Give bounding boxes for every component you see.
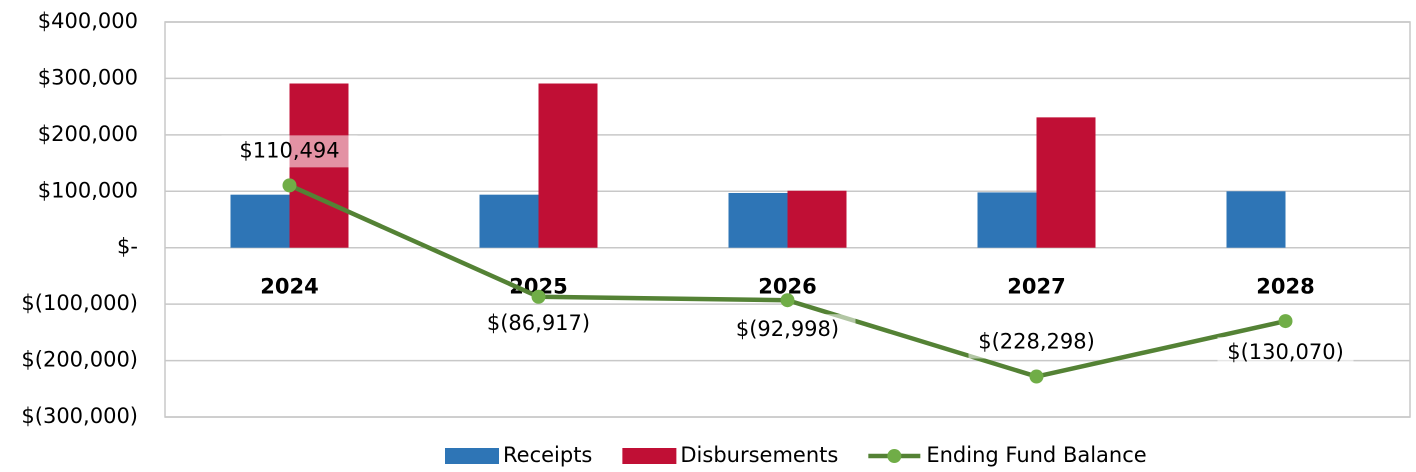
- line-marker: [531, 289, 546, 304]
- y-tick-label: $100,000: [38, 178, 138, 202]
- legend-label: Receipts: [503, 443, 592, 467]
- bar: [1036, 117, 1096, 248]
- y-tick-label: $-: [117, 235, 138, 259]
- y-tick-label: $(300,000): [21, 404, 138, 428]
- legend-label: Disbursements: [680, 443, 838, 467]
- x-tick-label: 2027: [1007, 275, 1065, 299]
- line-marker: [1278, 314, 1293, 329]
- data-label-bg: [470, 307, 607, 340]
- x-tick-label: 2028: [1256, 275, 1314, 299]
- x-tick-label: 2024: [260, 275, 318, 299]
- data-label-bg: [719, 314, 856, 347]
- legend-swatch: [622, 448, 677, 464]
- legend-swatch-marker: [887, 449, 902, 463]
- line-marker: [780, 293, 795, 308]
- bar: [538, 83, 598, 248]
- data-label: $(228,298): [978, 330, 1095, 354]
- bar: [787, 190, 847, 248]
- y-tick-label: $200,000: [38, 122, 138, 146]
- data-label-bg: [968, 326, 1105, 359]
- bar: [479, 194, 539, 248]
- data-label: $(86,917): [487, 311, 590, 335]
- bar: [1226, 191, 1286, 248]
- y-tick-label: $(100,000): [21, 291, 138, 315]
- data-label-bg: [221, 135, 358, 168]
- y-tick-label: $400,000: [38, 9, 138, 33]
- plot-border: [164, 21, 1411, 418]
- data-label: $110,494: [239, 138, 339, 162]
- bar: [977, 192, 1037, 248]
- y-tick-label: $300,000: [38, 65, 138, 89]
- line-marker: [1029, 369, 1044, 384]
- legend-swatch: [445, 448, 499, 464]
- bar: [728, 192, 788, 248]
- y-tick-label: $(200,000): [21, 348, 138, 372]
- legend-label: Ending Fund Balance: [926, 443, 1146, 467]
- data-label: $(92,998): [736, 317, 839, 341]
- line-marker: [282, 178, 297, 193]
- bar: [230, 194, 290, 248]
- data-label: $(130,070): [1227, 340, 1344, 364]
- data-label-bg: [1217, 337, 1354, 370]
